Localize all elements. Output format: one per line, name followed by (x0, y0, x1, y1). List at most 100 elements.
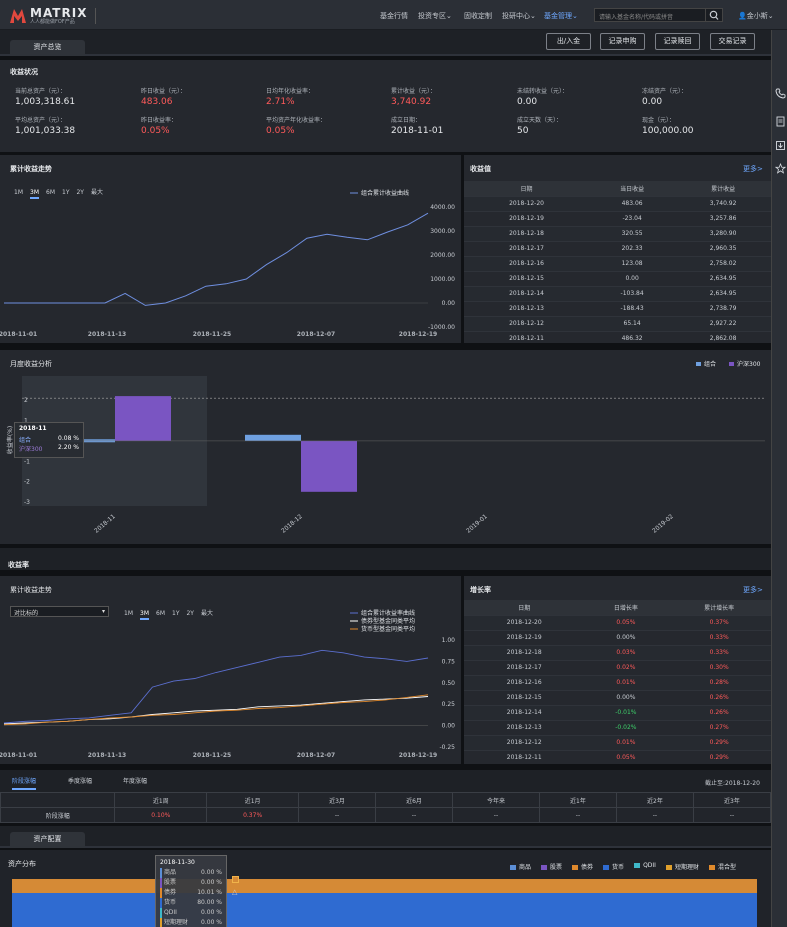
tab-assets-overview[interactable]: 资产总览 (10, 40, 85, 56)
metric-label: 昨日收益率： (141, 117, 178, 124)
range-max[interactable]: 最大 (200, 610, 213, 617)
table-cell: 0.28% (667, 674, 771, 690)
range-6m[interactable]: 6M (46, 189, 55, 196)
table-cell: 0.30% (667, 659, 771, 675)
phone-icon[interactable] (775, 88, 786, 99)
range-1y[interactable]: 1Y (62, 189, 70, 196)
table-row: 2018-12-17 202.33 2,960.35 (464, 240, 771, 256)
x-tick-label: 2018-11-25 (193, 752, 231, 759)
range-selector: 1M 3M 6M 1Y 2Y 最大 (14, 187, 110, 199)
metric-value: 0.00 (642, 97, 663, 107)
range-max[interactable]: 最大 (90, 189, 103, 196)
brand-slogan: 人人都能做FOF产品 (30, 19, 75, 25)
search-button[interactable] (706, 8, 723, 22)
record-redemption-button[interactable]: 记录赎回 (655, 33, 700, 50)
nav-item-research-center[interactable]: 投研中心⌄ (502, 12, 536, 20)
legend-entry[interactable]: 股票 (541, 862, 562, 871)
table-cell: 2,927.22 (675, 315, 771, 331)
metric-label: 累计收益（元）： (391, 88, 437, 95)
y-tick-label: 0.00 (442, 300, 456, 307)
tooltip-row: QDII 0.00 % (160, 908, 222, 918)
star-icon[interactable] (775, 163, 786, 174)
metric-label: 未结转收益（元）： (517, 88, 569, 95)
trade-records-button[interactable]: 交易记录 (710, 33, 755, 50)
monthly-chart: 210-1-2-3收益率(%)2018-112018-122019-012019… (6, 360, 765, 535)
range-2y[interactable]: 2Y (186, 610, 194, 617)
y-tick-label: 1000.00 (430, 276, 455, 283)
table-header: 近1年 (538, 792, 617, 808)
tab-asset-allocation[interactable]: 资产配置 (10, 832, 85, 848)
nav-item-fund-management[interactable]: 基金管理⌄ (544, 12, 578, 20)
table-row: 2018-12-14 -0.01% 0.26% (464, 704, 771, 720)
y-tick-label: -3 (24, 499, 30, 506)
deposit-withdraw-button[interactable]: 出/入金 (546, 33, 591, 50)
y-tick-label: 1 (24, 418, 28, 425)
table-cell: 2,862.08 (675, 330, 771, 346)
growth-more-link[interactable]: 更多> (743, 586, 763, 594)
allocation-panel: 资产分布 商品 股票 债券 货币 QDII 短期理财 混合型 △ 2018-11-30 商品… (0, 850, 771, 927)
legend-entry[interactable]: 债券 (572, 862, 593, 871)
tab-year[interactable]: 年度涨幅 (123, 778, 148, 785)
bar-沪深300 (301, 440, 357, 492)
table-header: 累计增长率 (667, 600, 771, 615)
x-tick-label: 2018-11-25 (193, 331, 231, 338)
tab-quarter[interactable]: 季度涨幅 (68, 778, 93, 785)
legend-entry[interactable]: 混合型 (708, 862, 736, 871)
user-menu[interactable]: 👤金小斯⌄ (738, 12, 774, 20)
table-row: 2018-12-14 -103.84 2,634.95 (464, 285, 771, 301)
metric-value: 0.05% (141, 126, 170, 136)
logo[interactable]: MATRIX 人人都能做FOF产品 (10, 7, 97, 25)
table-row: 2018-12-13 -0.02% 0.27% (464, 719, 771, 735)
legend-entry[interactable]: 短期理财 (665, 862, 699, 871)
cum-income-panel: 累计收益走势 1M 3M 6M 1Y 2Y 最大 4000.00 3000.00 2000.0… (0, 155, 461, 343)
nav-item-fixed-income[interactable]: 固收定制 (464, 12, 492, 20)
metric-value: 2.71% (266, 97, 295, 107)
table-cell: 2,634.95 (675, 270, 771, 286)
nav-item-fund-market[interactable]: 基金行情 (380, 12, 408, 20)
range-2y[interactable]: 2Y (76, 189, 84, 196)
income-table-title: 收益值 (470, 165, 491, 173)
range-1m[interactable]: 1M (124, 610, 133, 617)
range-1y[interactable]: 1Y (172, 610, 180, 617)
metric-value: 483.06 (141, 97, 173, 107)
range-1m[interactable]: 1M (14, 189, 23, 196)
table-cell: 2018-12-18 (464, 644, 585, 660)
benchmark-select[interactable]: 对比标的 ▾ (10, 606, 109, 617)
search-input[interactable]: 请输入基金名称/代码或拼音 (594, 8, 706, 22)
legend-entry[interactable]: 货币 (603, 862, 624, 871)
income-more-link[interactable]: 更多> (743, 165, 763, 173)
document-icon[interactable] (775, 116, 786, 127)
table-cell: -- (374, 807, 453, 823)
matrix-logo-icon (10, 9, 26, 23)
triangle-marker-icon: △ (232, 888, 238, 896)
table-row: 2018-12-16 123.08 2,758.02 (464, 255, 771, 271)
table-row: 2018-12-20 0.05% 0.37% (464, 614, 771, 630)
metric-value: 0.05% (266, 126, 295, 136)
table-header: 近1月 (206, 792, 299, 808)
nav-item-investment-zone[interactable]: 投资专区⌄ (418, 12, 452, 20)
monthly-tooltip: 2018-11 组合 0.08 % 沪深300 2.20 % (14, 422, 84, 458)
tab-stage[interactable]: 阶段涨幅 (12, 776, 37, 790)
table-cell: 2018-12-20 (464, 195, 590, 211)
chevron-down-icon: ⌄ (767, 12, 774, 20)
table-cell: 0.00% (584, 689, 668, 705)
download-icon[interactable] (775, 140, 786, 151)
legend-entry[interactable]: 商品 (510, 862, 531, 871)
table-header: 累计收益 (675, 181, 771, 196)
range-6m[interactable]: 6M (156, 610, 165, 617)
cum-rate-panel: 累计收益走势 对比标的 ▾ 1M 3M 6M 1Y 2Y 最大 1.00 0.75 0.50 0.… (0, 576, 461, 764)
legend-entry[interactable]: QDII (634, 862, 656, 871)
series-line (3, 694, 429, 726)
metric-value: 100,000.00 (642, 126, 694, 136)
growth-table-title: 增长率 (470, 586, 491, 594)
table-cell: 2,758.02 (675, 255, 771, 271)
range-3m[interactable]: 3M (30, 189, 39, 199)
cum-income-chart: 4000.00 3000.00 2000.00 1000.00 0.00 -1000.00… (0, 189, 456, 338)
table-row: 2018-12-18 320.55 3,280.90 (464, 225, 771, 241)
table-cell: 3,740.92 (675, 195, 771, 211)
y-tick-label: 0.00 (442, 723, 456, 730)
table-header: 当日收益 (589, 181, 676, 196)
table-cell: 2018-12-13 (464, 719, 585, 735)
range-3m[interactable]: 3M (140, 610, 149, 620)
record-purchase-button[interactable]: 记录申购 (600, 33, 645, 50)
